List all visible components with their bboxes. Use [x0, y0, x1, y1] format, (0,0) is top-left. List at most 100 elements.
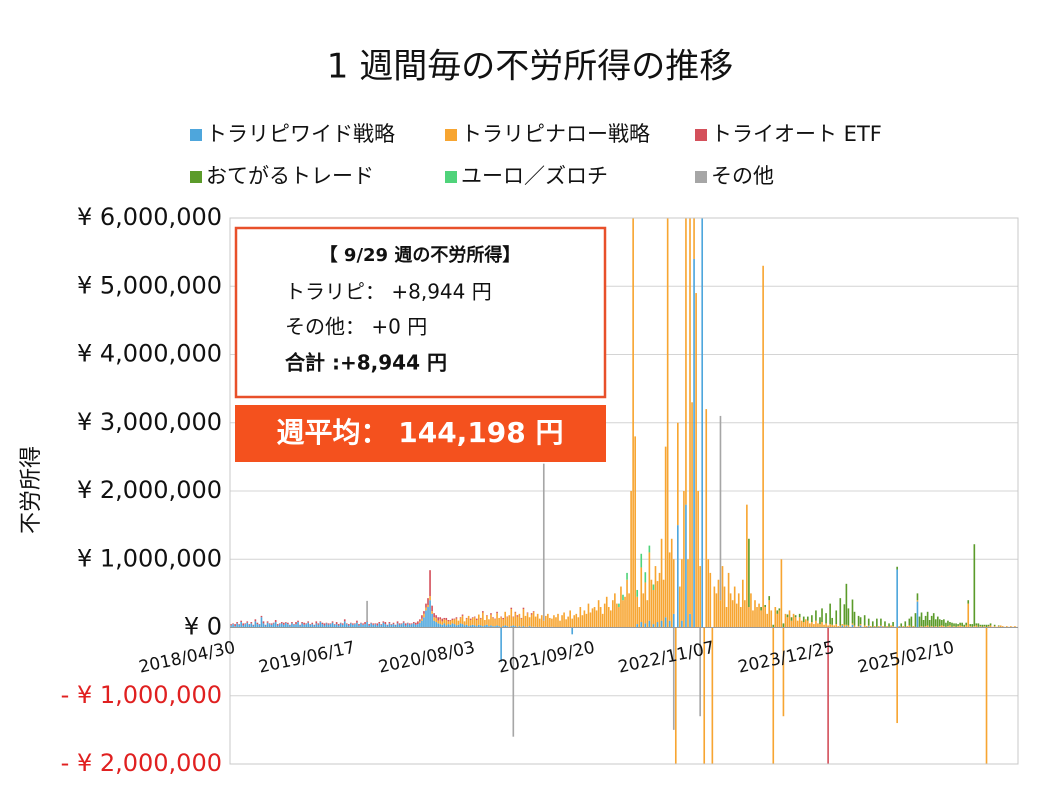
- bar: [624, 596, 626, 628]
- bar: [654, 566, 657, 628]
- bar: [378, 623, 381, 628]
- bar: [943, 619, 945, 627]
- bar: [382, 621, 385, 623]
- bar: [581, 615, 584, 628]
- bar: [337, 624, 340, 626]
- bar: [333, 624, 336, 628]
- legend-label: トラリピワイド戦略: [206, 122, 395, 146]
- bar: [415, 624, 417, 628]
- legend-label: ユーロ／ズロチ: [461, 164, 608, 188]
- bar: [443, 623, 446, 628]
- bar: [648, 552, 651, 621]
- bar: [433, 613, 435, 618]
- bar: [370, 622, 372, 624]
- bar: [941, 619, 943, 626]
- bar: [313, 625, 316, 628]
- bar: [467, 626, 470, 628]
- bar: [739, 607, 742, 628]
- bar: [331, 622, 334, 628]
- bar: [618, 603, 620, 608]
- bar: [713, 586, 716, 628]
- bar: [880, 618, 882, 626]
- chart-title: 1 週間毎の不労所得の推移: [327, 47, 733, 87]
- bar: [459, 617, 462, 618]
- bar: [798, 613, 801, 618]
- bar: [319, 622, 322, 628]
- bar: [404, 625, 407, 628]
- bar: [473, 616, 476, 618]
- bar: [457, 620, 460, 625]
- bar: [423, 617, 425, 628]
- bar: [510, 626, 513, 628]
- bar: [339, 623, 342, 628]
- y-tick-label: ¥ 3,000,000: [77, 408, 222, 436]
- bar: [650, 579, 653, 628]
- bar: [666, 218, 669, 628]
- bar: [480, 625, 482, 628]
- bar: [394, 624, 397, 626]
- bar: [756, 607, 758, 628]
- legend-label: その他: [711, 164, 774, 188]
- bar: [256, 624, 259, 628]
- bar: [748, 607, 750, 628]
- bar: [260, 617, 263, 628]
- bar: [563, 612, 565, 628]
- annotation-box: [234, 226, 607, 399]
- bar: [301, 622, 303, 624]
- bar: [512, 616, 515, 618]
- bar: [278, 624, 281, 628]
- bar: [490, 613, 492, 615]
- y-tick-label: ¥ 0: [184, 613, 222, 641]
- bar: [930, 626, 933, 628]
- bar: [575, 613, 578, 628]
- bar: [435, 622, 437, 628]
- bar: [309, 624, 312, 625]
- bar: [433, 620, 435, 628]
- bar: [467, 615, 470, 627]
- bar: [762, 265, 764, 628]
- bar: [315, 621, 318, 624]
- bar: [453, 624, 456, 628]
- bar: [486, 615, 488, 625]
- bar: [307, 621, 310, 623]
- bar: [674, 627, 677, 764]
- bar: [798, 617, 801, 628]
- bar: [427, 604, 429, 608]
- bar: [368, 625, 370, 628]
- bar: [526, 612, 529, 614]
- bar: [240, 622, 242, 628]
- bar: [510, 607, 513, 610]
- bar: [419, 621, 421, 623]
- bar: [672, 627, 675, 730]
- bar: [790, 620, 793, 628]
- y-tick-label: - ¥ 1,000,000: [61, 681, 222, 709]
- bar: [392, 622, 395, 625]
- bar: [463, 621, 466, 626]
- y-tick-label: ¥ 6,000,000: [77, 203, 222, 231]
- bar: [770, 610, 773, 628]
- bar: [971, 624, 974, 627]
- bar: [687, 559, 689, 628]
- bars: [230, 218, 1018, 764]
- bar: [778, 610, 781, 628]
- bar: [644, 623, 647, 628]
- bar: [851, 599, 854, 624]
- bar: [526, 613, 529, 627]
- bar: [829, 603, 831, 625]
- bar: [372, 624, 374, 628]
- bar: [323, 625, 326, 628]
- bar: [567, 616, 569, 628]
- bar: [352, 624, 354, 628]
- bar: [301, 623, 303, 628]
- bar: [821, 622, 823, 628]
- bar: [475, 619, 478, 627]
- bar: [912, 626, 915, 628]
- bar: [585, 613, 588, 628]
- bar: [794, 615, 797, 618]
- bar: [313, 624, 316, 626]
- bar: [969, 626, 972, 628]
- bar: [518, 626, 521, 628]
- bar: [847, 625, 850, 628]
- bar: [453, 619, 456, 625]
